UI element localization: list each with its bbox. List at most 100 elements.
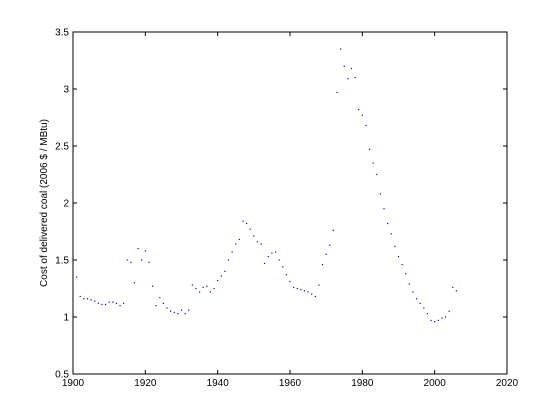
data-point [137,248,139,250]
data-point [274,251,277,253]
data-point [423,307,425,309]
data-point [365,124,367,127]
data-point [97,302,99,304]
data-point [227,259,230,261]
data-point [401,263,403,266]
data-point [141,259,143,261]
data-point [242,220,244,222]
data-point [206,285,208,287]
data-point [278,259,280,261]
data-point [213,287,215,290]
data-point [90,299,92,301]
x-tick-label: 2000 [424,378,447,389]
data-point [191,284,193,286]
data-point [173,311,175,314]
data-point [350,67,353,70]
data-point [296,287,298,290]
data-point [303,290,306,292]
data-point [383,208,385,210]
y-tick-label: 2 [63,199,69,210]
data-point [340,48,342,50]
data-point [104,303,107,306]
data-point [271,252,273,254]
data-point [130,261,132,263]
data-point [361,114,363,116]
data-point [133,282,136,284]
data-point [112,301,114,303]
x-tick-label: 1920 [134,378,157,389]
data-point [108,301,110,303]
data-point [390,233,392,235]
data-point [170,310,172,312]
data-point [329,244,331,246]
data-point [155,305,157,307]
x-tick-label: 1900 [62,378,85,389]
data-point [307,291,309,293]
y-tick-label: 0.5 [55,370,69,381]
data-point [180,309,183,311]
data-point [412,291,414,293]
data-point [79,295,81,298]
data-point [318,284,320,286]
data-point [123,302,125,304]
data-point [267,255,269,258]
data-point [246,222,248,225]
data-point [426,312,429,315]
data-point [115,302,117,304]
y-tick-label: 1 [63,313,69,324]
data-points [76,48,457,323]
data-point [434,320,436,323]
data-point [379,193,382,195]
x-tick-label: 1980 [351,378,374,389]
x-tick-label: 2020 [496,378,519,389]
data-point [159,297,161,299]
data-point [126,259,128,261]
data-point [235,243,237,245]
y-tick-label: 3 [63,85,69,96]
data-point [188,309,190,311]
data-point [264,262,266,265]
plot-area-frame [72,31,508,375]
data-point [83,298,85,300]
data-point [415,298,418,300]
data-point [86,298,89,300]
data-point [293,286,295,288]
data-point [394,245,396,247]
data-point [354,77,356,79]
data-point [372,162,374,164]
data-point [311,293,313,295]
data-point [452,286,454,288]
data-point [368,148,371,151]
data-point [430,319,432,322]
data-point [198,291,201,293]
data-point [148,261,150,263]
data-point [408,283,410,285]
data-point [195,287,197,290]
data-point [217,279,219,282]
y-tick-label: 1.5 [55,256,69,267]
data-point [437,319,439,322]
data-point [101,303,103,306]
data-point [162,302,165,304]
data-point [76,276,78,278]
data-point [448,310,450,312]
data-point [376,173,378,176]
data-point [358,108,360,111]
data-point [253,235,255,237]
y-tick-label: 3.5 [55,28,69,39]
data-point [209,291,212,293]
data-point [397,255,400,258]
data-point [166,307,168,309]
data-point [224,270,226,272]
data-point [289,281,291,283]
data-point [249,228,251,230]
data-point [441,317,443,319]
data-point [336,91,338,94]
y-axis-label: Cost of delivered coal (2006 $ / MBtu) [39,119,50,287]
data-point [94,300,96,302]
data-point [387,222,389,225]
data-point [260,243,262,245]
data-point [455,290,457,292]
data-point [231,251,233,253]
x-axis-ticks: 1900 1920 1940 1960 1980 2000 2020 [62,32,519,389]
